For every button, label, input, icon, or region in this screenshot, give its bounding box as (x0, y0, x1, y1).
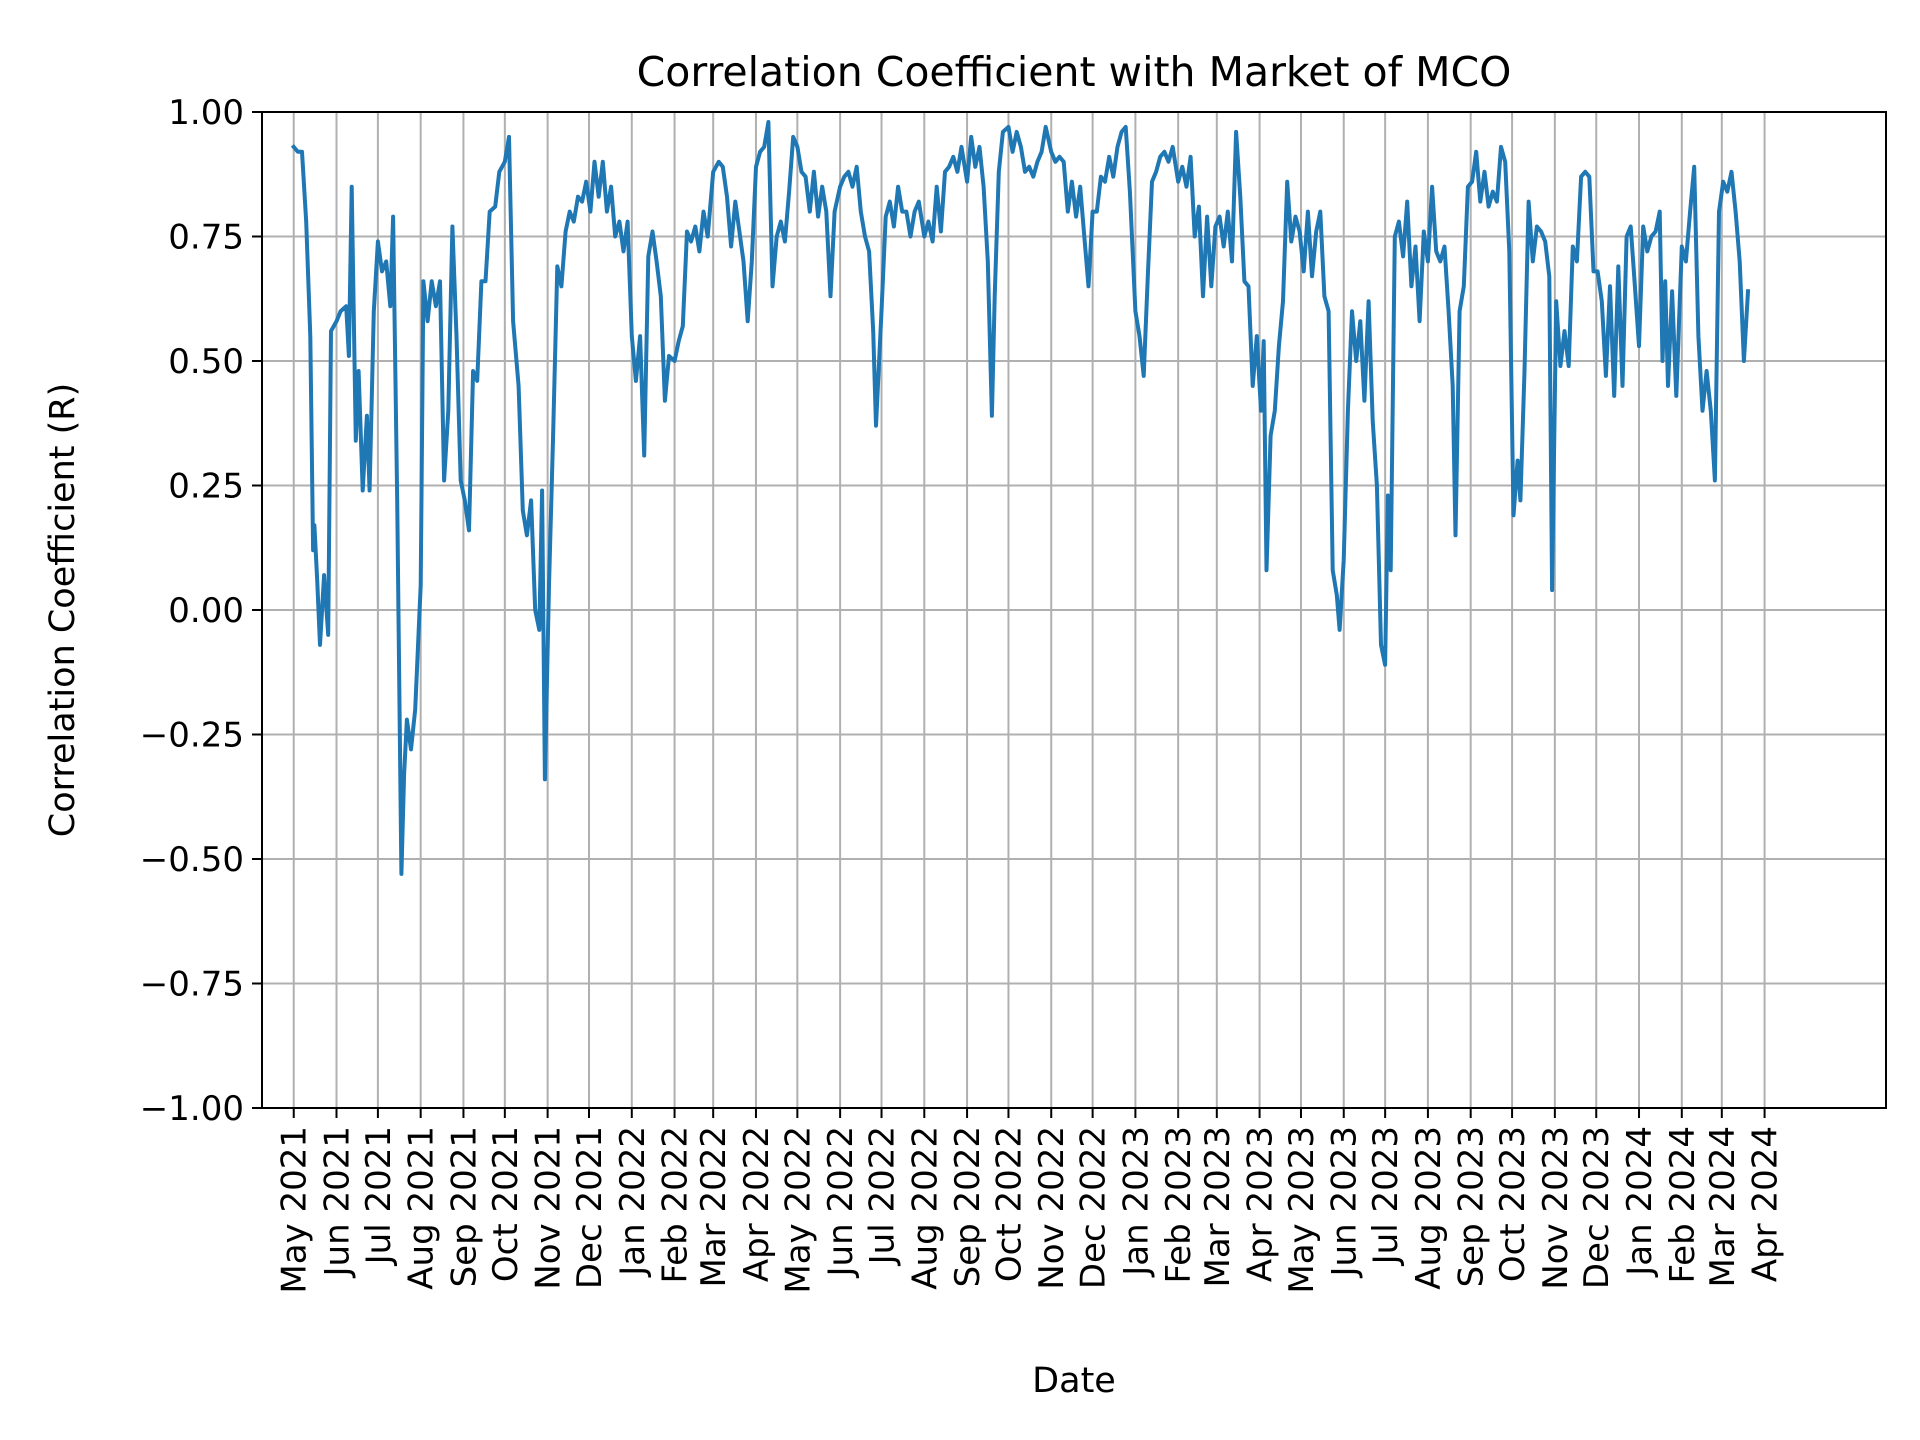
x-tick-label: Mar 2023 (1198, 1126, 1238, 1287)
x-tick-label: Jan 2024 (1620, 1126, 1660, 1278)
y-tick-label: −0.50 (140, 840, 244, 880)
y-tick-label: 0.50 (168, 342, 244, 382)
x-tick-label: Nov 2023 (1536, 1126, 1576, 1290)
x-tick-label: Jul 2021 (359, 1126, 399, 1266)
x-tick-label: Nov 2021 (529, 1126, 569, 1290)
x-tick-label: Jan 2023 (1116, 1126, 1156, 1278)
y-axis-label: Correlation Coefficient (R) (43, 383, 83, 838)
y-tick-label: 0.00 (168, 591, 244, 631)
x-tick-label: Jun 2021 (318, 1126, 358, 1278)
x-tick-label: Jul 2023 (1366, 1126, 1406, 1266)
x-tick-label: Oct 2021 (486, 1126, 526, 1282)
x-tick-label: Sep 2022 (948, 1126, 988, 1287)
y-tick-label: −0.75 (140, 965, 244, 1005)
chart-title: Correlation Coefficient with Market of M… (637, 48, 1512, 96)
x-tick-label: Dec 2021 (570, 1126, 610, 1289)
x-tick-label: Sep 2023 (1452, 1126, 1492, 1287)
x-tick-label: Dec 2023 (1577, 1126, 1617, 1289)
y-tick-label: −0.25 (140, 716, 244, 756)
x-axis-label: Date (1032, 1361, 1116, 1401)
x-tick-label: Apr 2023 (1241, 1126, 1281, 1282)
series-layer (290, 120, 1751, 876)
x-tick-label: Oct 2022 (989, 1126, 1029, 1282)
x-tick-label: Mar 2022 (694, 1126, 734, 1287)
y-tick-label: 0.25 (168, 467, 244, 507)
x-tick-label: Feb 2024 (1663, 1126, 1703, 1284)
x-tick-label: May 2023 (1282, 1126, 1322, 1294)
x-tick-label: Jan 2022 (613, 1126, 653, 1278)
x-tick-label: Jul 2022 (863, 1126, 903, 1266)
y-tick-label: 1.00 (168, 93, 244, 133)
x-tick-label: Apr 2024 (1746, 1126, 1786, 1282)
series-line-0 (290, 120, 1751, 876)
x-tick-label: Aug 2023 (1409, 1126, 1449, 1290)
x-tick-label: Aug 2021 (402, 1126, 442, 1290)
x-tick-label: May 2022 (778, 1126, 818, 1294)
x-tick-label: Jun 2022 (821, 1126, 861, 1278)
x-tick-label: Mar 2024 (1703, 1126, 1743, 1287)
y-axis: 1.00 0.75 0.50 0.25 0.00 −0.25 −0.50 −0.75 −1.00 (140, 93, 262, 1129)
x-tick-label: Oct 2023 (1493, 1126, 1533, 1282)
x-tick-label: Dec 2022 (1074, 1126, 1114, 1289)
x-tick-label: Feb 2022 (656, 1126, 696, 1284)
x-tick-label: Aug 2022 (905, 1126, 945, 1290)
x-tick-label: Jun 2023 (1325, 1126, 1365, 1278)
y-tick-label: −1.00 (140, 1089, 244, 1129)
x-axis: May 2021 Jun 2021 Jul 2021 Aug 2021 Sep 2021… (275, 1108, 1786, 1294)
x-tick-label: Nov 2022 (1032, 1126, 1072, 1290)
x-tick-label: Apr 2022 (737, 1126, 777, 1282)
x-tick-label: May 2021 (275, 1126, 315, 1294)
x-tick-label: Sep 2021 (444, 1126, 484, 1287)
x-tick-label: Feb 2023 (1159, 1126, 1199, 1284)
y-tick-label: 0.75 (168, 218, 244, 258)
